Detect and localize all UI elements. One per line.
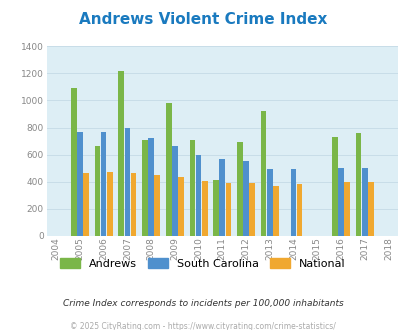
Text: © 2025 CityRating.com - https://www.cityrating.com/crime-statistics/: © 2025 CityRating.com - https://www.city… — [70, 322, 335, 330]
Bar — [237, 143, 242, 236]
Bar — [107, 172, 112, 236]
Bar — [178, 177, 183, 236]
Bar — [100, 132, 106, 236]
Bar — [201, 181, 207, 236]
Bar — [118, 71, 124, 236]
Bar — [77, 132, 83, 236]
Bar — [148, 138, 153, 236]
Bar — [130, 173, 136, 236]
Bar — [83, 173, 89, 236]
Bar — [337, 168, 343, 236]
Text: Crime Index corresponds to incidents per 100,000 inhabitants: Crime Index corresponds to incidents per… — [62, 299, 343, 308]
Bar — [225, 183, 231, 236]
Bar — [172, 147, 177, 236]
Bar — [142, 140, 147, 236]
Bar — [94, 147, 100, 236]
Bar — [219, 159, 225, 236]
Bar — [367, 182, 373, 236]
Bar — [165, 103, 171, 236]
Bar — [154, 175, 160, 236]
Bar — [290, 169, 296, 236]
Bar — [260, 111, 266, 236]
Bar — [189, 140, 195, 236]
Bar — [296, 184, 302, 236]
Bar — [273, 186, 278, 236]
Bar — [124, 127, 130, 236]
Bar — [213, 180, 218, 236]
Bar — [355, 133, 360, 236]
Bar — [361, 168, 367, 236]
Bar — [249, 183, 254, 236]
Bar — [343, 182, 349, 236]
Bar — [71, 88, 77, 236]
Legend: Andrews, South Carolina, National: Andrews, South Carolina, National — [55, 253, 350, 273]
Bar — [331, 137, 337, 236]
Bar — [243, 161, 248, 236]
Bar — [266, 169, 272, 236]
Bar — [195, 155, 201, 236]
Text: Andrews Violent Crime Index: Andrews Violent Crime Index — [79, 12, 326, 26]
